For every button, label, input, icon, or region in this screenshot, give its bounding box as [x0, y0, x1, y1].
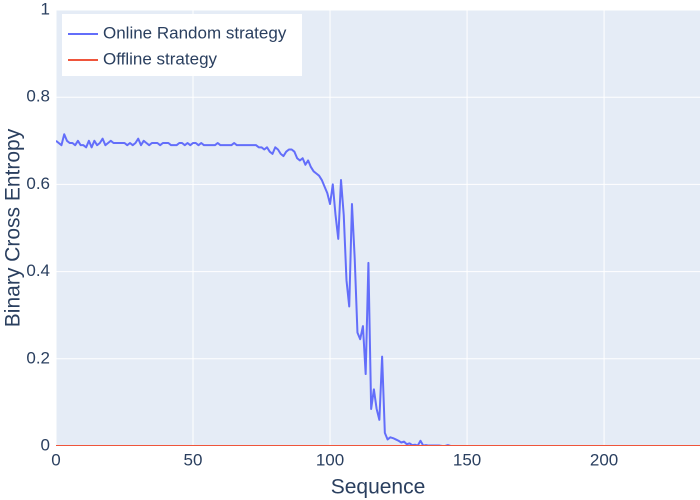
y-tick-label: 0.2	[26, 348, 50, 367]
x-tick-label: 0	[51, 450, 60, 469]
x-tick-label: 150	[453, 450, 481, 469]
y-tick-label: 0	[41, 435, 50, 454]
x-tick-label: 100	[316, 450, 344, 469]
series-line	[56, 133, 481, 446]
y-tick-label: 0.8	[26, 87, 50, 106]
lines	[56, 133, 700, 446]
y-tick-label: 0.6	[26, 174, 50, 193]
legend: Online Random strategy Offline strategy	[62, 14, 302, 76]
y-axis-title: Binary Cross Entropy	[2, 128, 25, 327]
x-axis-title: Sequence	[331, 476, 426, 499]
y-tick-label: 0.4	[26, 261, 50, 280]
y-tick-label: 1	[41, 0, 50, 18]
plot-area	[56, 10, 700, 446]
legend-box	[62, 14, 302, 76]
legend-label: Offline strategy	[103, 49, 218, 68]
x-tick-label: 200	[590, 450, 618, 469]
grid	[55, 9, 700, 447]
ticks: 0 0.2 0.4 0.6 0.8 1 0 50 100 150 200	[26, 0, 618, 469]
x-tick-label: 50	[184, 450, 203, 469]
legend-label: Online Random strategy	[103, 23, 287, 42]
